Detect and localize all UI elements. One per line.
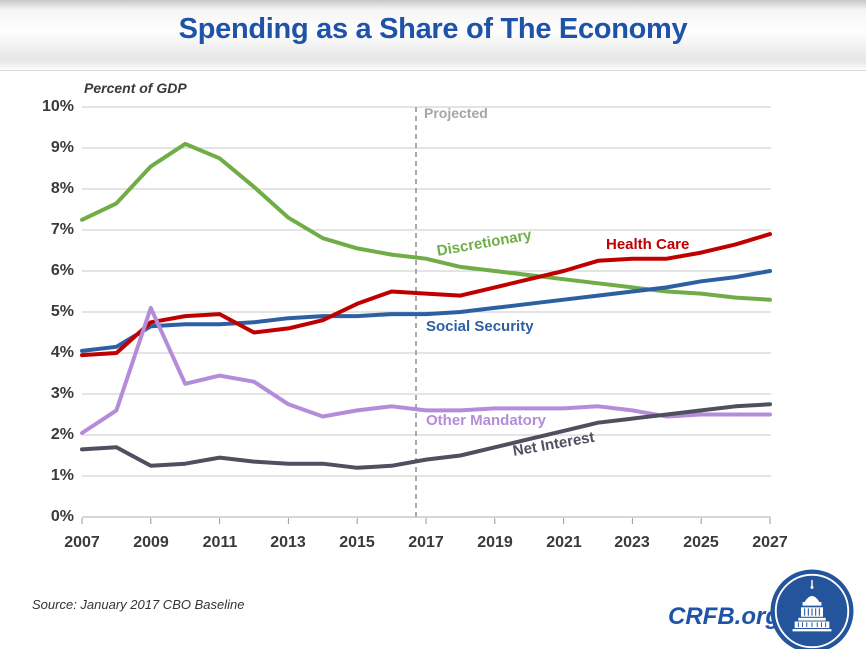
y-tick-label: 2% bbox=[50, 426, 74, 443]
x-tick-label: 2017 bbox=[408, 534, 444, 551]
y-tick-label: 1% bbox=[50, 467, 74, 484]
x-tick-label: 2025 bbox=[683, 534, 719, 551]
gridlines bbox=[82, 106, 771, 518]
y-tick-label: 5% bbox=[50, 303, 74, 320]
series-label-other-mandatory: Other Mandatory bbox=[426, 412, 547, 429]
health-care-line bbox=[80, 232, 772, 358]
projected-label: Projected bbox=[424, 105, 488, 121]
y-tick-label: 7% bbox=[50, 221, 74, 238]
y-tick-label: 4% bbox=[50, 344, 74, 361]
series-lines bbox=[80, 141, 772, 470]
x-axis-ticks bbox=[81, 518, 771, 524]
x-tick-label: 2009 bbox=[133, 534, 169, 551]
y-tick-label: 0% bbox=[50, 508, 74, 525]
x-tick-label: 2023 bbox=[614, 534, 650, 551]
y-axis-title: Percent of GDP bbox=[84, 80, 187, 96]
x-tick-label: 2015 bbox=[339, 534, 375, 551]
x-tick-label: 2019 bbox=[477, 534, 513, 551]
x-tick-label: 2011 bbox=[202, 534, 238, 551]
source-note: Source: January 2017 CBO Baseline bbox=[32, 597, 245, 612]
series-label-social-security: Social Security bbox=[426, 318, 534, 335]
capitol-dome-icon bbox=[792, 580, 832, 632]
x-tick-label: 2013 bbox=[270, 534, 306, 551]
title-banner: Spending as a Share of The Economy bbox=[0, 0, 866, 71]
x-tick-label: 2007 bbox=[64, 534, 100, 551]
crfb-site-link[interactable]: CRFB.org bbox=[668, 603, 780, 630]
series-label-health-care: Health Care bbox=[606, 236, 690, 253]
y-tick-label: 9% bbox=[50, 139, 74, 156]
y-tick-label: 8% bbox=[50, 180, 74, 197]
discretionary-line bbox=[80, 141, 772, 302]
crfb-capitol-logo bbox=[770, 569, 854, 649]
y-tick-label: 3% bbox=[50, 385, 74, 402]
page-title: Spending as a Share of The Economy bbox=[178, 13, 688, 45]
x-tick-label: 2027 bbox=[752, 534, 788, 551]
x-tick-label: 2021 bbox=[546, 534, 582, 551]
y-tick-label: 6% bbox=[50, 262, 74, 279]
y-tick-label: 10% bbox=[41, 98, 74, 115]
social-security-line bbox=[80, 269, 772, 353]
net-interest-line bbox=[80, 402, 772, 470]
